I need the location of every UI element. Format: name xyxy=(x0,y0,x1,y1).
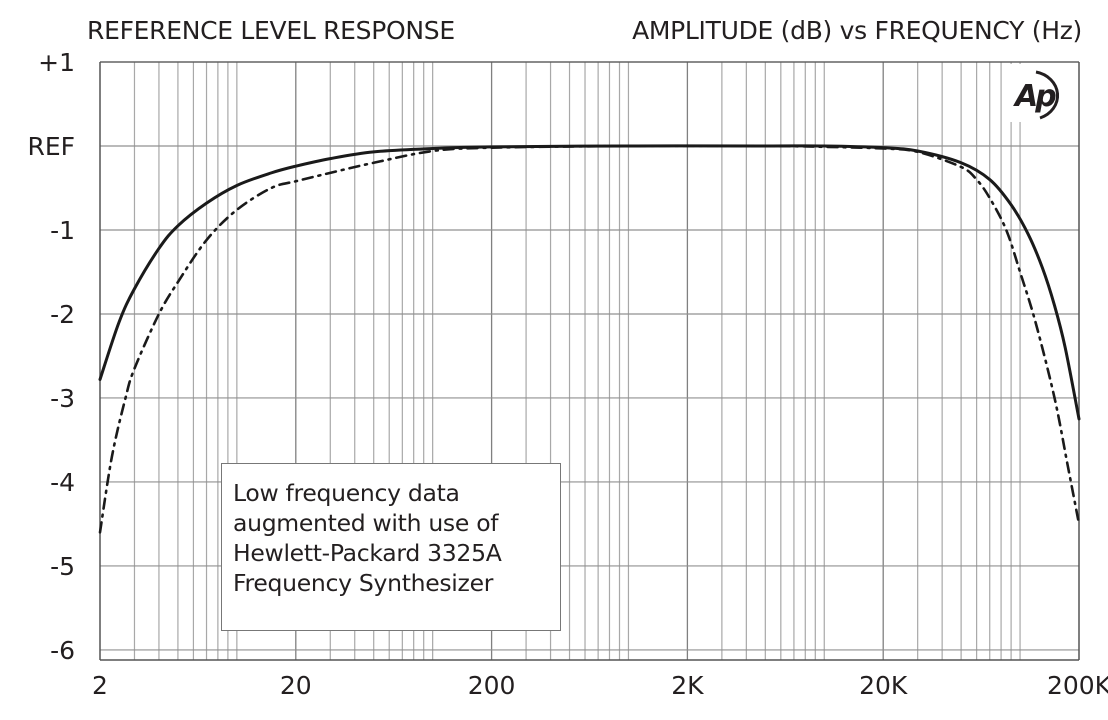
x-tick-label: 20K xyxy=(859,671,908,700)
series-line-dash-dot xyxy=(98,144,1081,534)
x-tick-label: 200 xyxy=(468,671,516,700)
series-line-solid xyxy=(98,144,1081,421)
logo-arc xyxy=(1035,70,1060,120)
y-tick-label: -1 xyxy=(50,216,75,245)
y-tick-label: -6 xyxy=(50,636,75,665)
y-tick-label: REF xyxy=(27,132,75,161)
y-tick-label: -3 xyxy=(50,384,75,413)
annotation-line: Hewlett-Packard 3325A xyxy=(233,539,502,567)
chart-title-right: AMPLITUDE (dB) vs FREQUENCY (Hz) xyxy=(632,16,1082,45)
chart-title-left: REFERENCE LEVEL RESPONSE xyxy=(87,16,455,45)
ap-logo: Ap xyxy=(1013,79,1056,114)
y-tick-label: -4 xyxy=(50,468,75,497)
x-tick-label: 20 xyxy=(280,671,312,700)
annotation-box: Low frequency data augmented with use of… xyxy=(221,463,561,631)
annotation-line: augmented with use of xyxy=(233,509,499,537)
annotation-line: Frequency Synthesizer xyxy=(233,569,494,597)
y-tick-label: -2 xyxy=(50,300,75,329)
x-tick-label: 2K xyxy=(671,671,704,700)
y-tick-label: +1 xyxy=(38,48,75,77)
annotation-line: Low frequency data xyxy=(233,479,460,507)
y-tick-label: -5 xyxy=(50,552,75,581)
x-tick-label: 200K xyxy=(1047,671,1108,700)
x-tick-label: 2 xyxy=(92,671,108,700)
